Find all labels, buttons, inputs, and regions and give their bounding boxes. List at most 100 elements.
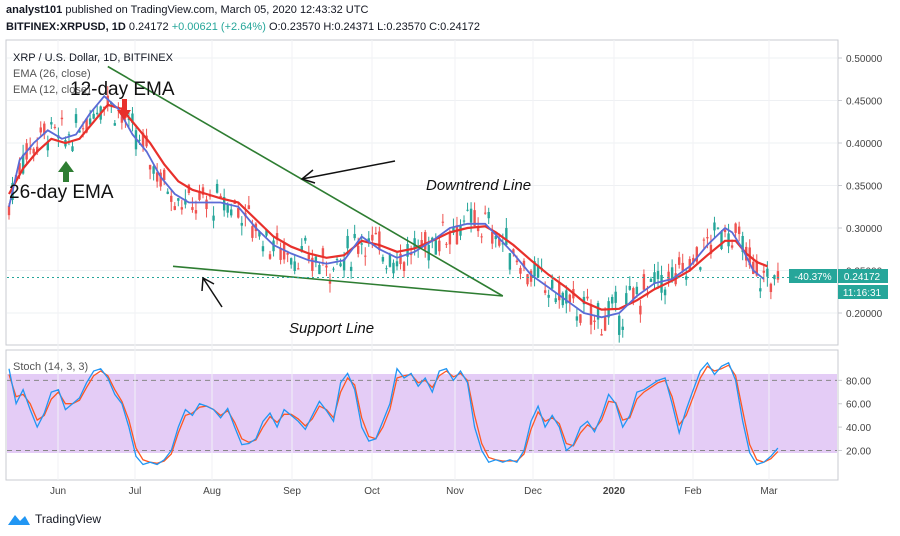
candle-body: [388, 254, 392, 267]
trend-lines: [107, 65, 504, 297]
candle-body: [716, 227, 720, 229]
candle-body: [741, 235, 744, 253]
candle-body: [466, 209, 469, 211]
candle-body: [769, 283, 773, 293]
candle-body: [201, 187, 205, 195]
candle-body: [706, 237, 709, 239]
candle-body: [596, 303, 600, 320]
candle-body: [773, 275, 776, 280]
candle-body: [314, 256, 318, 263]
time-tick-label: Jun: [50, 486, 66, 497]
stoch-overbought-oversold-band: [7, 374, 837, 453]
time-tick-label: Jul: [129, 486, 142, 497]
candle-body: [491, 231, 494, 244]
candle-body: [759, 288, 762, 292]
tradingview-footer[interactable]: TradingView: [8, 512, 101, 526]
candle-body: [558, 282, 561, 301]
candle-body: [268, 254, 272, 259]
candle-body: [378, 231, 381, 251]
candle-body: [28, 147, 32, 150]
candle-body: [434, 240, 437, 255]
candle-body: [39, 127, 42, 133]
candle-body: [71, 146, 74, 152]
symbol-info: BITFINEX:XRPUSD, 1D 0.24172 +0.00621 (+2…: [6, 21, 480, 33]
arrow-to-downtrend-icon: [300, 160, 396, 184]
candle-body: [282, 243, 286, 260]
candle-body: [289, 258, 293, 265]
candle-body: [730, 245, 734, 248]
stochastic-series: [8, 361, 779, 466]
price-tick-label: 0.20000: [846, 309, 883, 320]
candle-body: [547, 294, 550, 298]
candle-body: [205, 199, 208, 210]
price-tick-label: 0.45000: [846, 97, 883, 108]
candle-body: [723, 229, 727, 233]
candle-body: [561, 292, 564, 306]
candle-body: [632, 288, 635, 300]
symbol-name: BITFINEX:XRPUSD, 1D: [6, 21, 126, 33]
candle-body: [92, 113, 95, 119]
candle-body: [81, 128, 85, 130]
candle-body: [198, 190, 201, 200]
price-tick-label: 0.50000: [846, 54, 883, 65]
candle-body: [663, 289, 667, 296]
candle-body: [480, 236, 483, 238]
price-tick-label: 0.40000: [846, 139, 883, 150]
candle-body: [498, 237, 501, 246]
candle-body: [399, 253, 402, 265]
candle-body: [381, 257, 385, 262]
candle-body: [131, 113, 134, 123]
candle-body: [275, 233, 279, 240]
candle-body: [184, 199, 187, 205]
support-line: [172, 265, 503, 297]
candle-body: [385, 268, 388, 270]
candle-body: [335, 259, 339, 261]
last-price-tag-text: 0.24172: [844, 272, 881, 283]
time-axis-labels: Jun Jul Aug Sep Oct Nov Dec 2020 Feb Mar: [50, 486, 778, 497]
candle-body: [702, 239, 706, 241]
author-name[interactable]: analyst101: [6, 4, 63, 16]
candle-body: [649, 278, 653, 282]
price-pane-frame: [5, 39, 839, 346]
candle-body: [148, 164, 152, 170]
publish-info: analyst101 published on TradingView.com,…: [6, 4, 368, 16]
candle-body: [240, 222, 243, 226]
candle-body: [226, 203, 229, 213]
candle-body: [752, 261, 755, 274]
candle-body: [194, 210, 198, 214]
candle-body: [328, 281, 332, 284]
candle-body: [473, 210, 476, 226]
candle-body: [455, 225, 459, 245]
stoch-tick-label: 20.00: [846, 446, 871, 457]
brand-name: TradingView: [35, 512, 102, 526]
candle-body: [353, 233, 356, 239]
candle-body: [180, 207, 184, 210]
candle-body: [402, 262, 406, 272]
candle-body: [565, 290, 568, 304]
candle-body: [448, 231, 452, 245]
stoch-axis-labels: 80.00 60.00 40.00 20.00: [838, 376, 871, 457]
price-tick-label: 0.30000: [846, 224, 883, 235]
ema-series: [8, 94, 768, 319]
candle-body: [367, 238, 370, 242]
time-tick-label: Oct: [364, 486, 380, 497]
candle-body: [501, 243, 505, 245]
change-percent-tag: [789, 269, 837, 283]
candle-body: [529, 270, 533, 282]
candle-body: [251, 226, 254, 238]
candle-body: [265, 230, 268, 236]
annotation-downtrend: Downtrend Line: [426, 177, 531, 194]
candle-body: [593, 320, 596, 323]
time-tick-label: 2020: [603, 486, 626, 497]
candle-body: [512, 249, 515, 254]
candle-body: [166, 191, 169, 194]
stoch-legend: Stoch (14, 3, 3): [13, 361, 88, 373]
candle-body: [709, 244, 713, 254]
candle-body: [237, 207, 240, 218]
publish-text: published on TradingView.com, March 05, …: [65, 4, 369, 16]
candle-body: [21, 154, 25, 174]
candle-body: [318, 264, 321, 275]
candle-body: [374, 232, 378, 235]
annotation-26day-ema: 26-day EMA: [9, 182, 114, 203]
